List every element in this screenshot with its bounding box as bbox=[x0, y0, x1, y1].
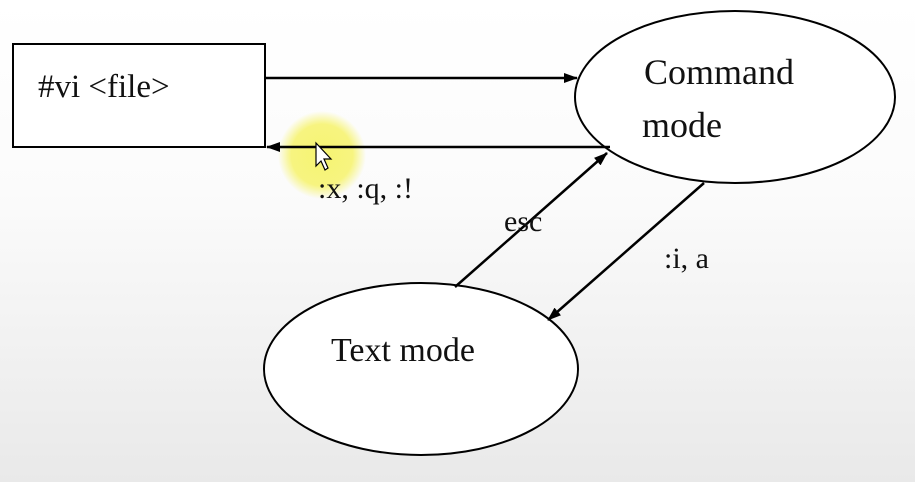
edge-quit-label: :x, :q, :! bbox=[318, 172, 413, 205]
command-mode-node bbox=[575, 11, 895, 183]
start-box-label: #vi <file> bbox=[38, 69, 170, 105]
edge-insert-label: :i, a bbox=[664, 242, 709, 275]
text-mode-node bbox=[264, 283, 578, 455]
command-mode-label-line1: Command bbox=[644, 52, 794, 92]
edge-escape-label: esc bbox=[504, 205, 542, 238]
command-mode-label-line2: mode bbox=[642, 105, 722, 145]
text-mode-label: Text mode bbox=[331, 332, 475, 369]
